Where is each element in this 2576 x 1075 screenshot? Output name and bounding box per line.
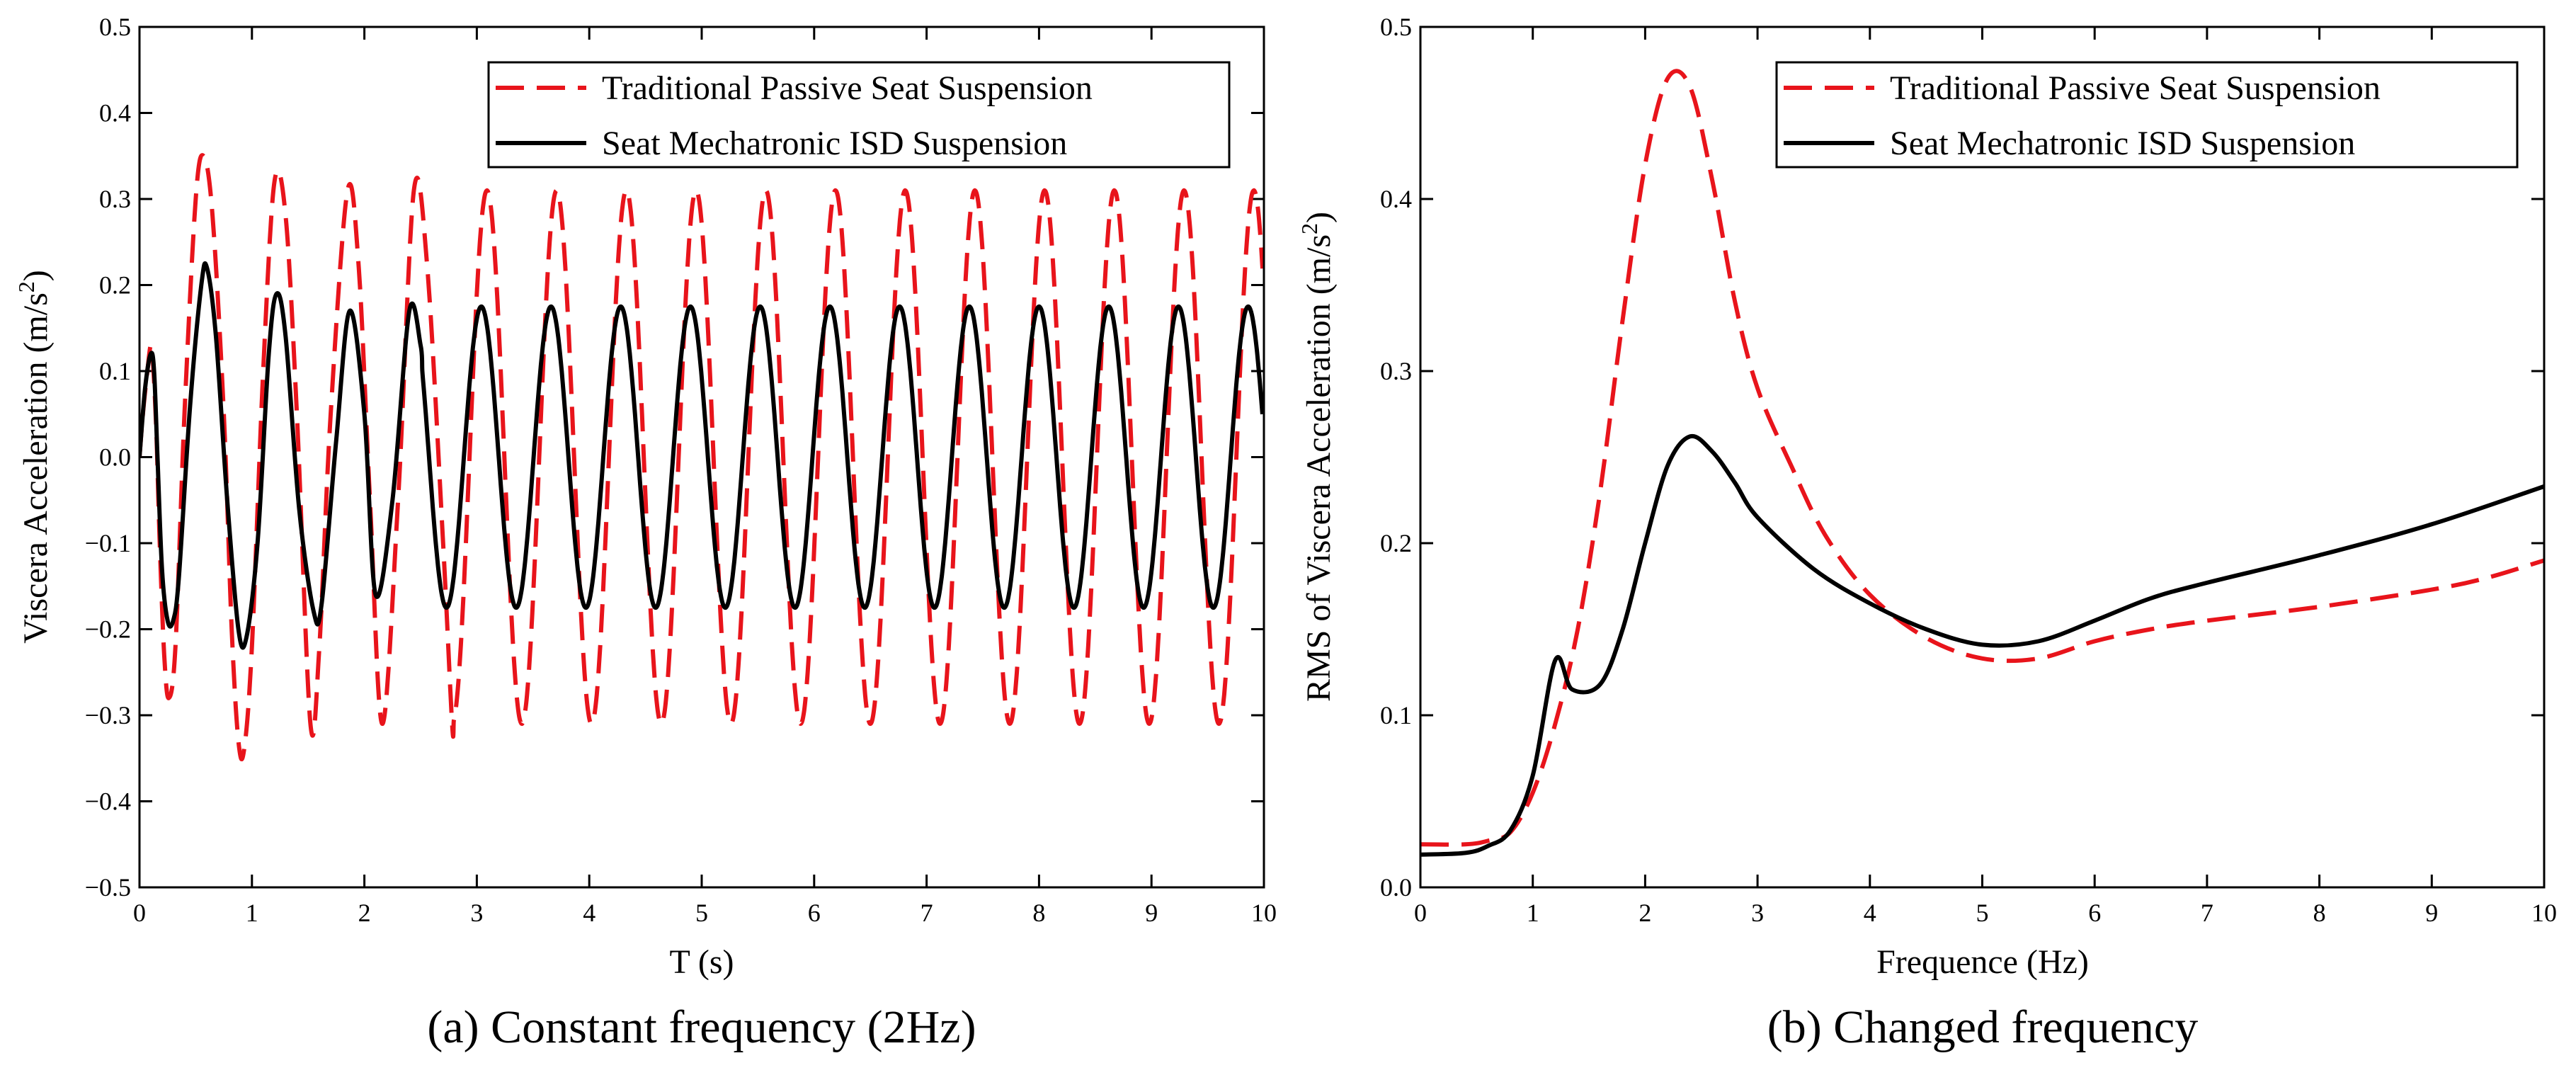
y-tick-label: 0.0 bbox=[1380, 873, 1412, 901]
x-tick-label: 3 bbox=[1751, 899, 1764, 927]
panel-a-ylabel: Viscera Acceleration (m/s2) bbox=[13, 270, 55, 644]
panel-a-ticks: 0 1 2 3 4 5 6 7 8 9 10 −0.5 −0.4 −0.3 −0.2 −0.1 0.0 0.1 0.… bbox=[85, 13, 1277, 927]
panel-a-ylabel-text: Viscera Acceleration (m/s bbox=[17, 292, 55, 644]
x-tick-label: 8 bbox=[2313, 899, 2326, 927]
series-line-passive bbox=[1420, 69, 2544, 847]
x-tick-label: 6 bbox=[808, 899, 821, 927]
y-tick-label: 0.0 bbox=[99, 443, 131, 472]
x-tick-label: 6 bbox=[2088, 899, 2101, 927]
panel-a-xlabel: T (s) bbox=[669, 943, 734, 981]
y-tick-label: 0.5 bbox=[1380, 13, 1412, 41]
panel-a-legend-box bbox=[487, 61, 1231, 169]
superscript-2: 2 bbox=[1296, 223, 1322, 234]
x-tick-label: 1 bbox=[246, 899, 258, 927]
x-tick-label: 0 bbox=[133, 899, 146, 927]
y-tick-label: 0.1 bbox=[1380, 701, 1412, 729]
panel-a-series bbox=[139, 153, 1264, 762]
panel-b-ticks: 0 1 2 3 4 5 6 7 8 9 10 0.0 0.1 0.2 0.3 0.4 0.5 bbox=[1380, 13, 2557, 927]
panel-b-frame bbox=[1419, 25, 2546, 889]
panel-b-series bbox=[1420, 69, 2544, 857]
x-tick-label: 7 bbox=[921, 899, 933, 927]
y-tick-label: 0.2 bbox=[1380, 529, 1412, 557]
x-tick-label: 2 bbox=[1639, 899, 1651, 927]
x-tick-label: 7 bbox=[2201, 899, 2213, 927]
y-tick-label: −0.3 bbox=[85, 701, 131, 729]
x-tick-label: 10 bbox=[1251, 899, 1277, 927]
panel-b-caption: (b) Changed frequency bbox=[1767, 1001, 2198, 1053]
x-tick-label: 9 bbox=[2425, 899, 2438, 927]
x-tick-label: 5 bbox=[695, 899, 708, 927]
panel-b-legend: Traditional Passive Seat Suspension Seat… bbox=[1775, 61, 2519, 169]
x-tick-label: 4 bbox=[1864, 899, 1876, 927]
series-line-isd bbox=[1420, 433, 2544, 857]
series-line-isd bbox=[139, 261, 1264, 650]
x-tick-label: 4 bbox=[583, 899, 595, 927]
y-tick-label: 0.4 bbox=[1380, 185, 1412, 213]
series-line-passive bbox=[139, 153, 1264, 762]
y-tick-label: 0.1 bbox=[99, 357, 131, 385]
legend-label-isd: Seat Mechatronic ISD Suspension bbox=[602, 125, 1067, 162]
panel-a-frame bbox=[138, 25, 1265, 889]
panel-b-legend-box bbox=[1775, 61, 2519, 169]
x-tick-label: 0 bbox=[1414, 899, 1427, 927]
panel-b-ylabel-text: RMS of Viscera Acceleration (m/s bbox=[1300, 234, 1338, 702]
legend-label-passive: Traditional Passive Seat Suspension bbox=[1890, 69, 2381, 107]
y-tick-label: 0.3 bbox=[1380, 357, 1412, 385]
y-tick-label: −0.4 bbox=[85, 787, 131, 816]
x-tick-label: 9 bbox=[1145, 899, 1158, 927]
y-tick-label: 0.4 bbox=[99, 99, 131, 127]
panel-b: 0 1 2 3 4 5 6 7 8 9 10 0.0 0.1 0.2 0.3 0.4 0.5 Tradition… bbox=[1296, 13, 2557, 1053]
x-tick-label: 1 bbox=[1527, 899, 1539, 927]
y-tick-label: 0.5 bbox=[99, 13, 131, 41]
panel-a-caption: (a) Constant frequency (2Hz) bbox=[427, 1001, 976, 1053]
panel-b-ylabel: RMS of Viscera Acceleration (m/s2) bbox=[1296, 212, 1338, 702]
x-tick-label: 5 bbox=[1976, 899, 1989, 927]
y-tick-label: −0.2 bbox=[85, 615, 131, 644]
panel-a-legend: Traditional Passive Seat Suspension Seat… bbox=[487, 61, 1231, 169]
x-tick-label: 2 bbox=[358, 899, 371, 927]
x-tick-label: 10 bbox=[2531, 899, 2557, 927]
y-tick-label: 0.2 bbox=[99, 271, 131, 300]
legend-label-isd: Seat Mechatronic ISD Suspension bbox=[1890, 125, 2355, 162]
panel-b-xlabel: Frequence (Hz) bbox=[1876, 943, 2089, 981]
ylabel-tail: ) bbox=[1300, 212, 1338, 223]
panel-a: 0 1 2 3 4 5 6 7 8 9 10 −0.5 −0.4 −0.3 −0.2 −0.1 0.0 0.1 0.… bbox=[13, 13, 1277, 1053]
x-tick-label: 3 bbox=[470, 899, 483, 927]
y-tick-label: −0.1 bbox=[85, 529, 131, 557]
y-tick-label: −0.5 bbox=[85, 873, 131, 901]
ylabel-tail: ) bbox=[17, 270, 55, 281]
x-tick-label: 8 bbox=[1032, 899, 1045, 927]
superscript-2: 2 bbox=[13, 281, 39, 292]
legend-label-passive: Traditional Passive Seat Suspension bbox=[602, 69, 1093, 107]
y-tick-label: 0.3 bbox=[99, 185, 131, 213]
